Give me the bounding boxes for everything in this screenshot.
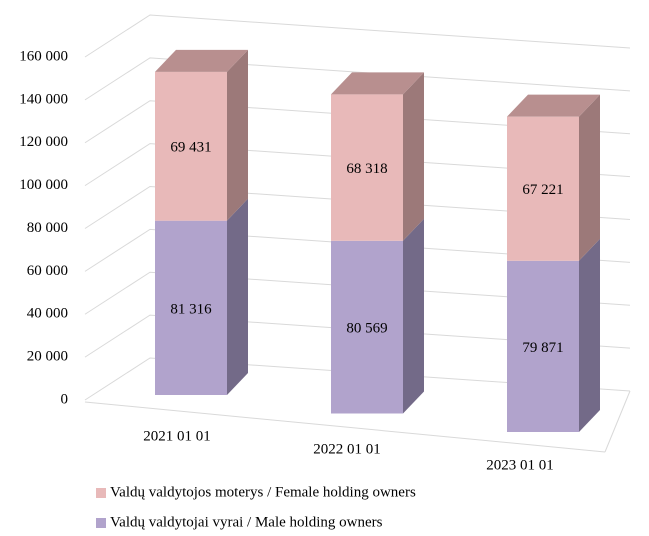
y-tick-label: 160 000 (19, 48, 68, 64)
y-tick-label: 80 000 (27, 220, 68, 236)
value-label: 67 221 (522, 182, 563, 198)
y-tick-label: 120 000 (19, 134, 68, 150)
grid-line (84, 14, 631, 58)
y-tick-label: 20 000 (27, 349, 68, 365)
y-tick-label: 0 (61, 391, 69, 407)
grid-line (84, 100, 631, 144)
x-tick-label: 2022 01 01 (313, 441, 381, 457)
value-label: 80 569 (346, 321, 387, 337)
grid-line (84, 357, 631, 401)
bar-side (403, 72, 424, 241)
legend-label: Valdų valdytojos moterys / Female holdin… (110, 484, 416, 500)
x-tick-label: 2021 01 01 (143, 428, 211, 444)
grid-line (84, 57, 631, 101)
bar-side (403, 218, 424, 414)
value-label: 69 431 (170, 140, 211, 156)
bar (507, 116, 579, 261)
bar-top (155, 49, 248, 72)
bar-side (227, 49, 248, 221)
bar-side (579, 238, 600, 432)
bar (507, 260, 579, 432)
grid-line (84, 314, 631, 358)
grid-line (84, 143, 631, 187)
y-tick-label: 60 000 (27, 263, 68, 279)
floor-edge (84, 401, 606, 453)
bar-top (331, 72, 424, 95)
floor-edge (604, 390, 631, 453)
legend-label: Valdų valdytojai vyrai / Male holding ow… (110, 514, 383, 530)
bar-side (227, 198, 248, 395)
grid-line (84, 228, 631, 272)
grid-line (84, 185, 631, 229)
bar (331, 240, 403, 414)
y-tick-label: 100 000 (19, 177, 68, 193)
legend-swatch (96, 488, 106, 498)
bar (331, 94, 403, 241)
bar-side (579, 94, 600, 261)
y-tick-label: 40 000 (27, 306, 68, 322)
bar-top (507, 94, 600, 117)
grid-line (84, 271, 631, 315)
value-label: 81 316 (170, 301, 212, 317)
y-tick-label: 140 000 (19, 91, 68, 107)
value-label: 68 318 (346, 161, 387, 177)
value-label: 79 871 (522, 340, 563, 356)
bar (155, 71, 227, 221)
bar (155, 220, 227, 395)
legend-swatch (96, 518, 106, 528)
x-tick-label: 2023 01 01 (486, 457, 554, 473)
